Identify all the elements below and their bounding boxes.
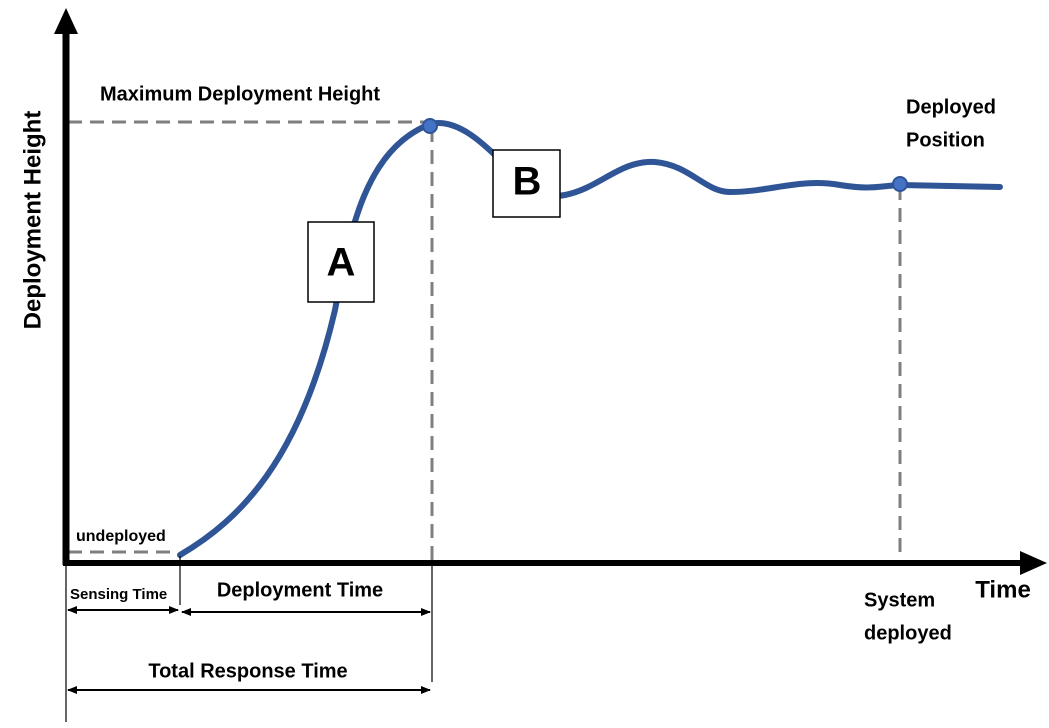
- deployed-position-label: Position: [906, 129, 985, 151]
- undeployed-label: undeployed: [76, 528, 166, 545]
- y-axis-label: Deployment Height: [19, 111, 46, 330]
- deployment-time-label: Deployment Time: [217, 579, 383, 601]
- peak-point: [422, 118, 438, 134]
- max-height-label: Maximum Deployment Height: [100, 83, 380, 105]
- total-response-label: Total Response Time: [148, 660, 347, 682]
- response-curve: [177, 120, 1003, 558]
- brackets: [65, 556, 433, 722]
- deployed-position-label: Deployed: [906, 96, 996, 118]
- sensing-time-label: Sensing Time: [70, 586, 167, 603]
- box-b: [492, 149, 561, 218]
- settled-point: [892, 176, 908, 192]
- system-deployed-label: System: [864, 589, 935, 611]
- system-deployed-label: deployed: [864, 622, 952, 644]
- box-label: A: [327, 241, 356, 285]
- x-axis-arrow: [1020, 551, 1047, 575]
- box-label: B: [513, 160, 542, 204]
- box-a: [307, 221, 375, 303]
- x-axis-label: Time: [975, 576, 1031, 603]
- y-axis-arrow: [54, 8, 78, 34]
- guides: [68, 120, 902, 562]
